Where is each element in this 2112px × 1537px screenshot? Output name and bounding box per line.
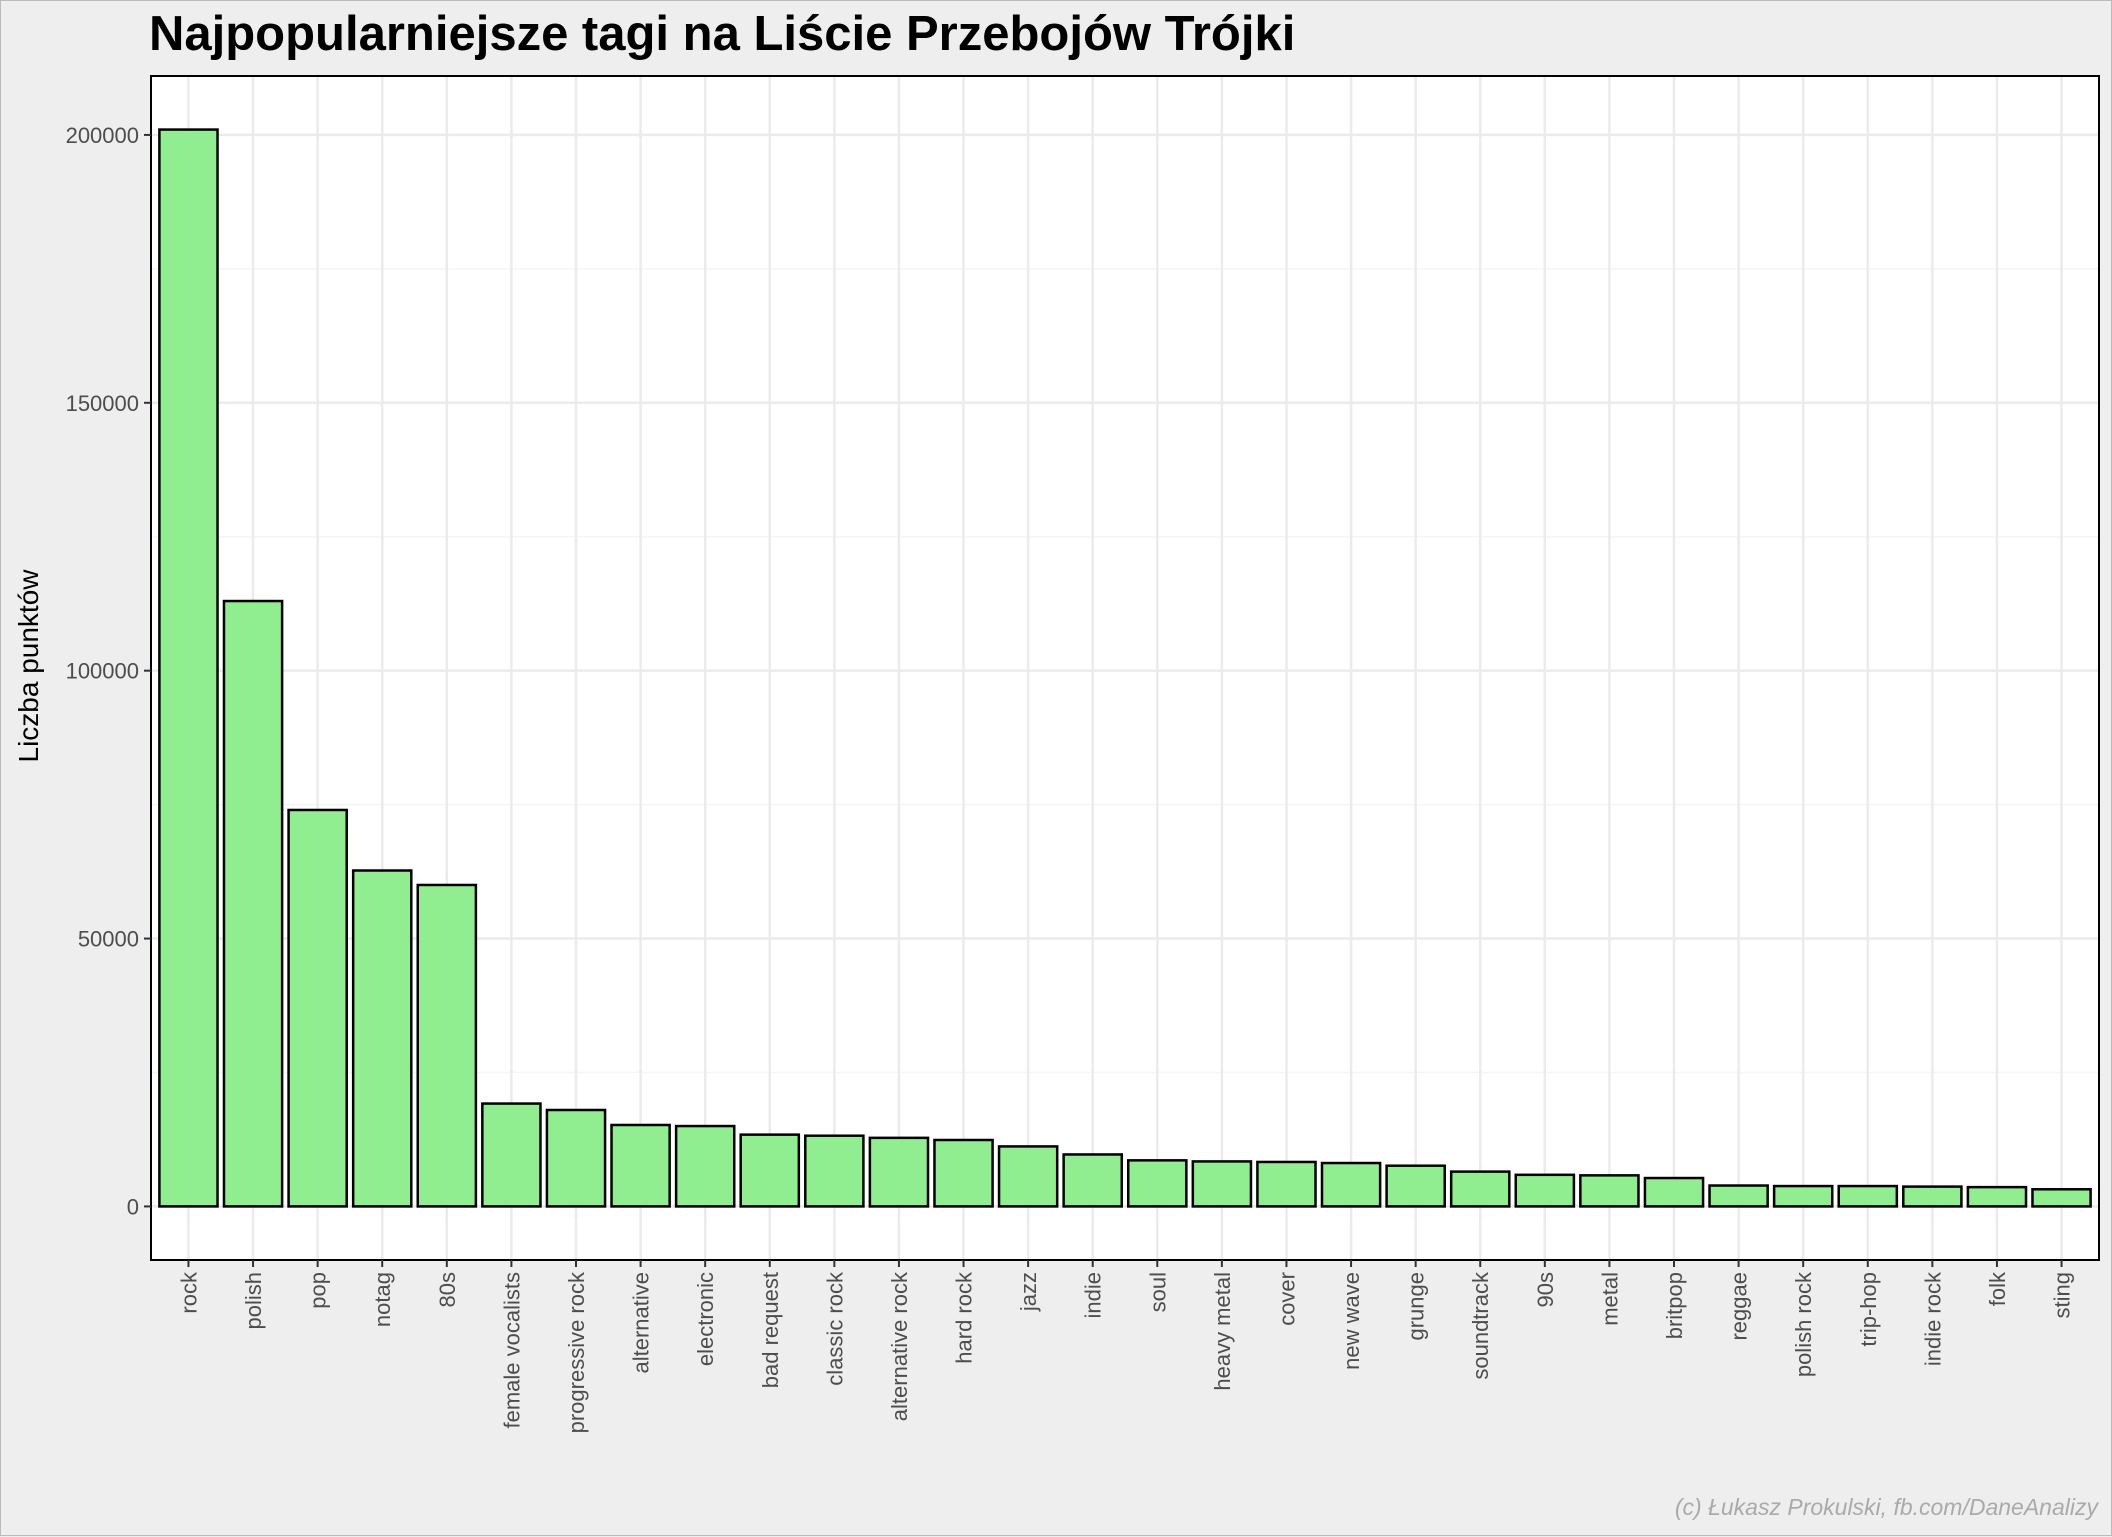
bar-jazz <box>997 1145 1059 1208</box>
x-tick-label: soul <box>1145 1272 1170 1312</box>
bar-pop <box>287 808 348 1208</box>
x-tick-label: hard rock <box>952 1271 977 1364</box>
x-tick-label: metal <box>1597 1272 1622 1326</box>
bar-electronic <box>674 1124 736 1208</box>
bar-progressive-rock <box>545 1108 607 1208</box>
y-tick-label: 100000 <box>66 659 139 684</box>
bar-female-vocalists <box>481 1102 542 1208</box>
bar-britpop <box>1643 1176 1705 1208</box>
bar-polish-rock <box>1772 1184 1834 1208</box>
x-tick-label: britpop <box>1662 1272 1687 1339</box>
plot-border <box>150 75 2100 1261</box>
bar-new-wave <box>1320 1161 1382 1208</box>
x-tick-label: sting <box>2050 1272 2075 1318</box>
bar-reggae <box>1708 1184 1769 1208</box>
x-tick-label: new wave <box>1339 1272 1364 1370</box>
x-axis: rock polish pop notag 80s female vocalists pro… <box>176 1260 2075 1433</box>
x-tick-label: 90s <box>1533 1272 1558 1307</box>
bar-80s <box>416 883 478 1208</box>
bar-bad-request <box>739 1133 801 1208</box>
bar-folk <box>1966 1185 2028 1208</box>
x-tick-label: indie rock <box>1920 1271 1945 1366</box>
bar-indie-rock <box>1902 1185 1963 1208</box>
y-axis-label: Liczba punktów <box>13 569 44 763</box>
bar-metal <box>1579 1174 1640 1208</box>
bars <box>158 128 2092 1208</box>
y-tick-label: 0 <box>127 1194 139 1219</box>
bar-polish <box>222 599 284 1208</box>
x-tick-label: electronic <box>693 1272 718 1366</box>
x-tick-label: reggae <box>1727 1272 1752 1341</box>
bar-notag <box>351 869 413 1208</box>
bar-90s <box>1514 1173 1576 1208</box>
x-tick-label: trip-hop <box>1856 1272 1881 1347</box>
bar-alternative <box>610 1123 671 1208</box>
bar-rock <box>158 128 219 1208</box>
bar-soul <box>1126 1159 1188 1208</box>
x-tick-label: folk <box>1985 1271 2010 1306</box>
x-tick-label: alternative rock <box>887 1271 912 1421</box>
x-tick-label: polish rock <box>1791 1271 1816 1377</box>
x-tick-label: cover <box>1274 1272 1299 1326</box>
x-tick-label: soundtrack <box>1468 1271 1493 1380</box>
x-tick-label: grunge <box>1404 1272 1429 1341</box>
bar-cover <box>1256 1160 1317 1208</box>
y-axis: 0 50000 100000 150000 200000 <box>66 123 151 1219</box>
bar-sting <box>2031 1188 2092 1208</box>
bar-classic-rock <box>804 1134 865 1208</box>
x-tick-label: pop <box>306 1272 331 1309</box>
y-tick-label: 50000 <box>78 927 139 952</box>
bar-soundtrack <box>1449 1170 1511 1208</box>
bar-trip-hop <box>1837 1184 1899 1208</box>
x-tick-label: notag <box>370 1272 395 1327</box>
bar-heavy-metal <box>1191 1160 1253 1208</box>
bar-indie <box>1062 1153 1124 1208</box>
x-tick-label: bad request <box>758 1272 783 1388</box>
caption: (c) Łukasz Prokulski, fb.com/DaneAnalizy <box>1675 1494 2100 1520</box>
x-tick-label: heavy metal <box>1210 1272 1235 1391</box>
x-tick-label: polish <box>241 1272 266 1329</box>
chart-title: Najpopularniejsze tagi na Liście Przeboj… <box>149 7 1295 61</box>
x-tick-label: progressive rock <box>564 1271 589 1433</box>
x-tick-label: classic rock <box>822 1271 847 1386</box>
x-tick-label: jazz <box>1016 1272 1041 1312</box>
x-tick-label: alternative <box>629 1272 654 1374</box>
y-tick-label: 150000 <box>66 391 139 416</box>
x-tick-label: rock <box>176 1271 201 1314</box>
bar-grunge <box>1385 1164 1446 1208</box>
x-tick-label: 80s <box>435 1272 460 1307</box>
x-tick-label: indie <box>1081 1272 1106 1318</box>
bar-alternative-rock <box>868 1136 930 1208</box>
y-tick-label: 200000 <box>66 123 139 148</box>
bar-hard-rock <box>933 1138 994 1208</box>
x-tick-label: female vocalists <box>499 1272 524 1429</box>
